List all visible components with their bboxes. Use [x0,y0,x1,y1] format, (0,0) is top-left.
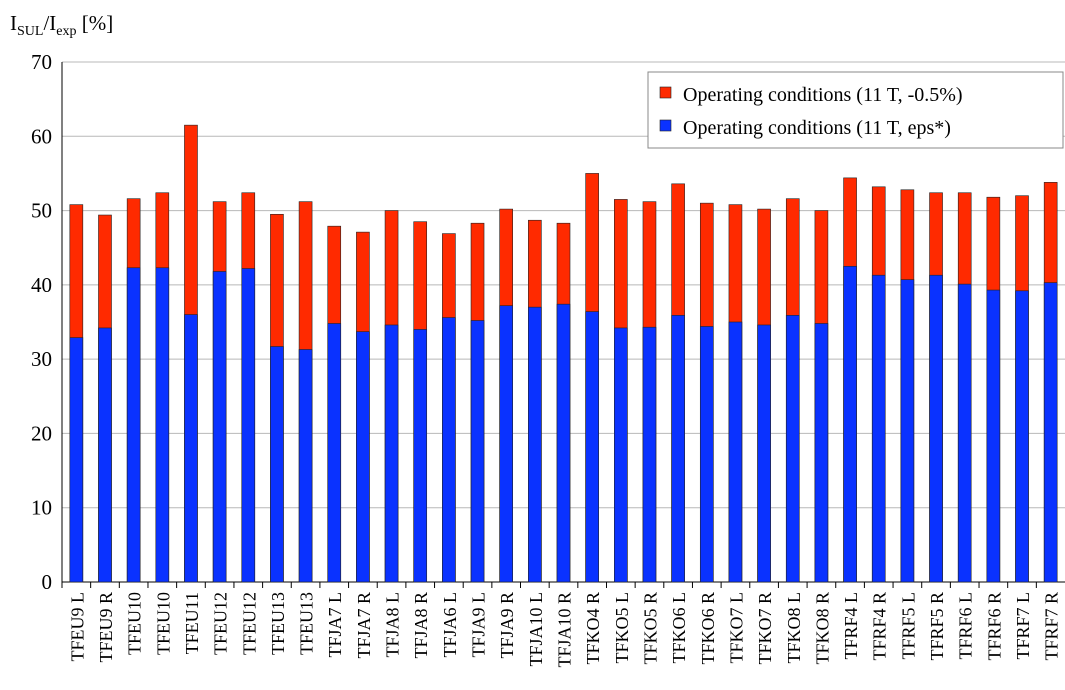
x-tick-label: TFRF4 L [841,592,861,660]
y-tick-label: 10 [31,496,52,520]
y-tick-label: 0 [42,570,53,594]
bar [957,283,972,583]
y-tick-label: 70 [31,50,52,74]
bar [126,267,141,583]
bar [241,268,256,583]
x-tick-label: TFRF5 R [927,592,947,661]
bar [384,324,399,583]
x-tick-label: TFEU12 [239,592,259,655]
x-tick-label: TFEU13 [268,592,288,655]
x-tick-label: TFJA6 L [440,592,460,658]
bar [356,331,370,583]
bar [929,274,943,583]
y-tick-label: 50 [31,199,52,223]
x-tick-label: TFKO6 L [669,592,689,664]
bar [155,267,170,583]
bar [728,321,743,583]
legend-swatch [659,86,672,99]
x-tick-label: TFKO8 L [784,592,804,664]
bar [785,315,800,583]
bar [986,289,1001,583]
bar [757,324,771,583]
x-tick-label: TFEU11 [182,592,202,654]
bar [1043,282,1058,583]
bar [699,326,714,583]
bar [671,315,685,583]
bar [442,317,456,583]
legend-swatch [659,119,672,132]
legend-label: Operating conditions (11 T, -0.5%) [683,84,963,106]
x-tick-label: TFRF5 L [898,592,918,660]
legend: Operating conditions (11 T, -0.5%) Operat… [647,71,1064,149]
bar [470,320,485,583]
x-tick-label: TFJA8 R [411,592,431,659]
x-tick-label: TFRF7 L [1013,592,1033,660]
y-label-part: SUL [17,24,43,39]
x-tick-label: TFKO8 R [812,592,832,665]
bar [1015,290,1029,583]
bar [871,274,886,583]
x-tick-label: TFRF4 R [870,592,890,661]
y-label-part: exp [56,24,76,39]
x-tick-label: TFKO5 R [640,592,660,665]
y-axis-label: ISUL/Iexp [%] [10,11,113,39]
bar [585,311,599,583]
x-tick-label: TFEU10 [125,592,145,655]
y-tick-label: 40 [31,273,52,297]
x-tick-label: TFJA10 L [526,592,546,667]
bar [270,346,284,583]
y-label-part: I [10,11,17,35]
bar [413,329,428,583]
bar [614,327,628,583]
bar [327,323,342,583]
x-tick-label: TFJA10 R [555,592,575,668]
y-label-part: /I [43,11,56,35]
bar [499,305,513,583]
bar [298,349,313,583]
x-tick-label: TFKO6 R [698,592,718,665]
bar [642,326,657,583]
y-label-part: [%] [77,11,114,35]
bar [814,323,829,583]
x-tick-label: TFKO7 L [726,592,746,664]
legend-label: Operating conditions (11 T, eps*) [683,117,951,139]
x-tick-label: TFRF6 L [956,592,976,660]
x-tick-label: TFJA7 R [354,592,374,659]
x-tick-label: TFKO7 R [755,592,775,665]
legend-box [647,71,1064,149]
bar [184,314,198,583]
x-tick-label: TFEU9 L [67,592,87,662]
x-tick-label: TFEU12 [211,592,231,655]
x-tick-label: TFEU9 R [96,592,116,663]
bar [900,279,915,583]
x-tick-label: TFRF7 R [1042,592,1062,661]
x-tick-label: TFJA8 L [383,592,403,658]
x-tick-label: TFJA9 R [497,592,517,659]
bar [98,327,112,583]
x-tick-label: TFJA7 L [325,592,345,658]
bar [69,337,84,583]
y-tick-label: 20 [31,421,52,445]
x-tick-label: TFRF6 R [984,592,1004,661]
bar [556,303,571,583]
bar [212,271,227,583]
bar [843,265,857,583]
x-tick-label: TFEU10 [153,592,173,655]
bar [528,306,542,583]
x-tick-label: TFJA9 L [469,592,489,658]
x-tick-label: TFEU13 [297,592,317,655]
y-tick-label: 30 [31,347,52,371]
x-tick-label: TFKO4 R [583,592,603,665]
x-tick-label: TFKO5 L [612,592,632,664]
y-tick-label: 60 [31,124,52,148]
